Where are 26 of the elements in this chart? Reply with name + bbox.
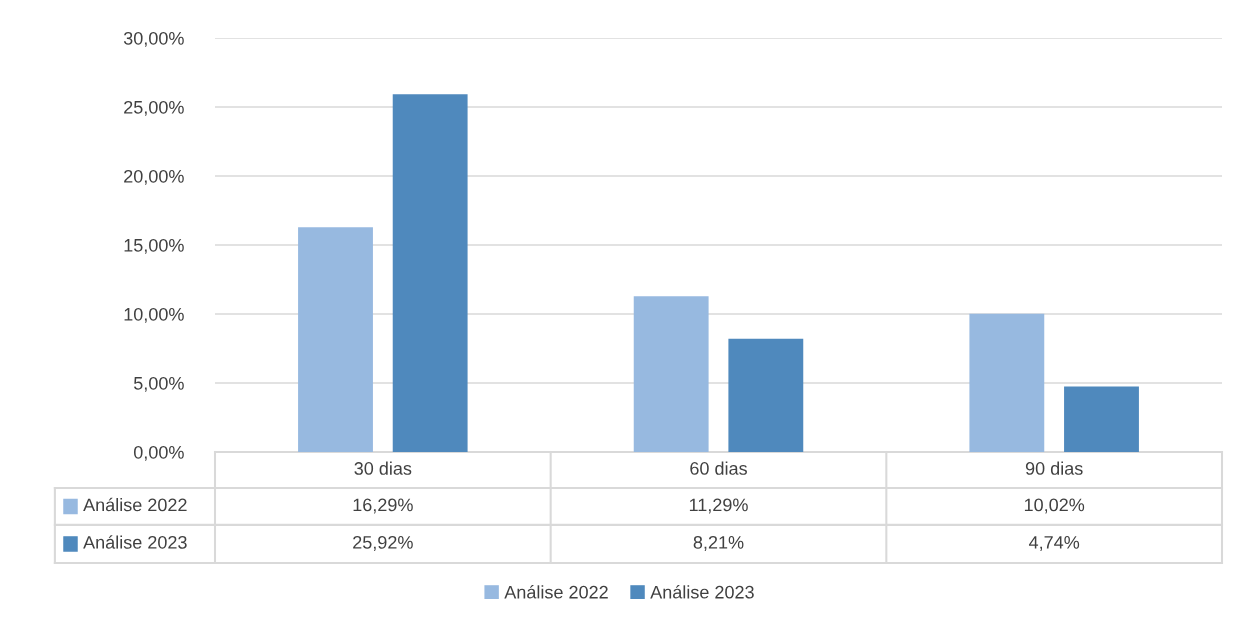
x-tick-label: 90 dias [1025, 461, 1083, 475]
bar [633, 296, 709, 452]
bar [392, 94, 468, 452]
y-tick-label: 20,00% [124, 169, 184, 185]
data-label: 25,92% [353, 535, 413, 551]
bar [969, 313, 1045, 452]
y-tick-label: 30,00% [123, 31, 184, 47]
y-tick-label: 15,00% [124, 238, 184, 254]
bar [298, 227, 373, 452]
legend-label: Análise 2022 [83, 497, 187, 512]
legend-label: Análise 2023 [650, 585, 754, 599]
y-tick-label: 25,00% [124, 100, 184, 116]
data-label: 4,74% [1028, 536, 1080, 551]
text: Análise 2023 [83, 535, 187, 549]
data-label: 11,29% [689, 498, 748, 514]
x-tick-label: 30 dias [354, 461, 412, 475]
bar [728, 338, 804, 452]
bar [1064, 386, 1139, 452]
y-tick-label: 10,00% [124, 307, 184, 323]
data-label: 8,21% [693, 535, 744, 551]
data-label: 16,29% [353, 498, 413, 514]
x-tick-label: 60 dias [690, 461, 747, 475]
data-label: 10,02% [1024, 498, 1085, 514]
text: Análise 2022 [504, 585, 608, 599]
y-tick-label: 5,00% [133, 376, 184, 392]
y-tick-label: 0,00% [133, 445, 184, 461]
